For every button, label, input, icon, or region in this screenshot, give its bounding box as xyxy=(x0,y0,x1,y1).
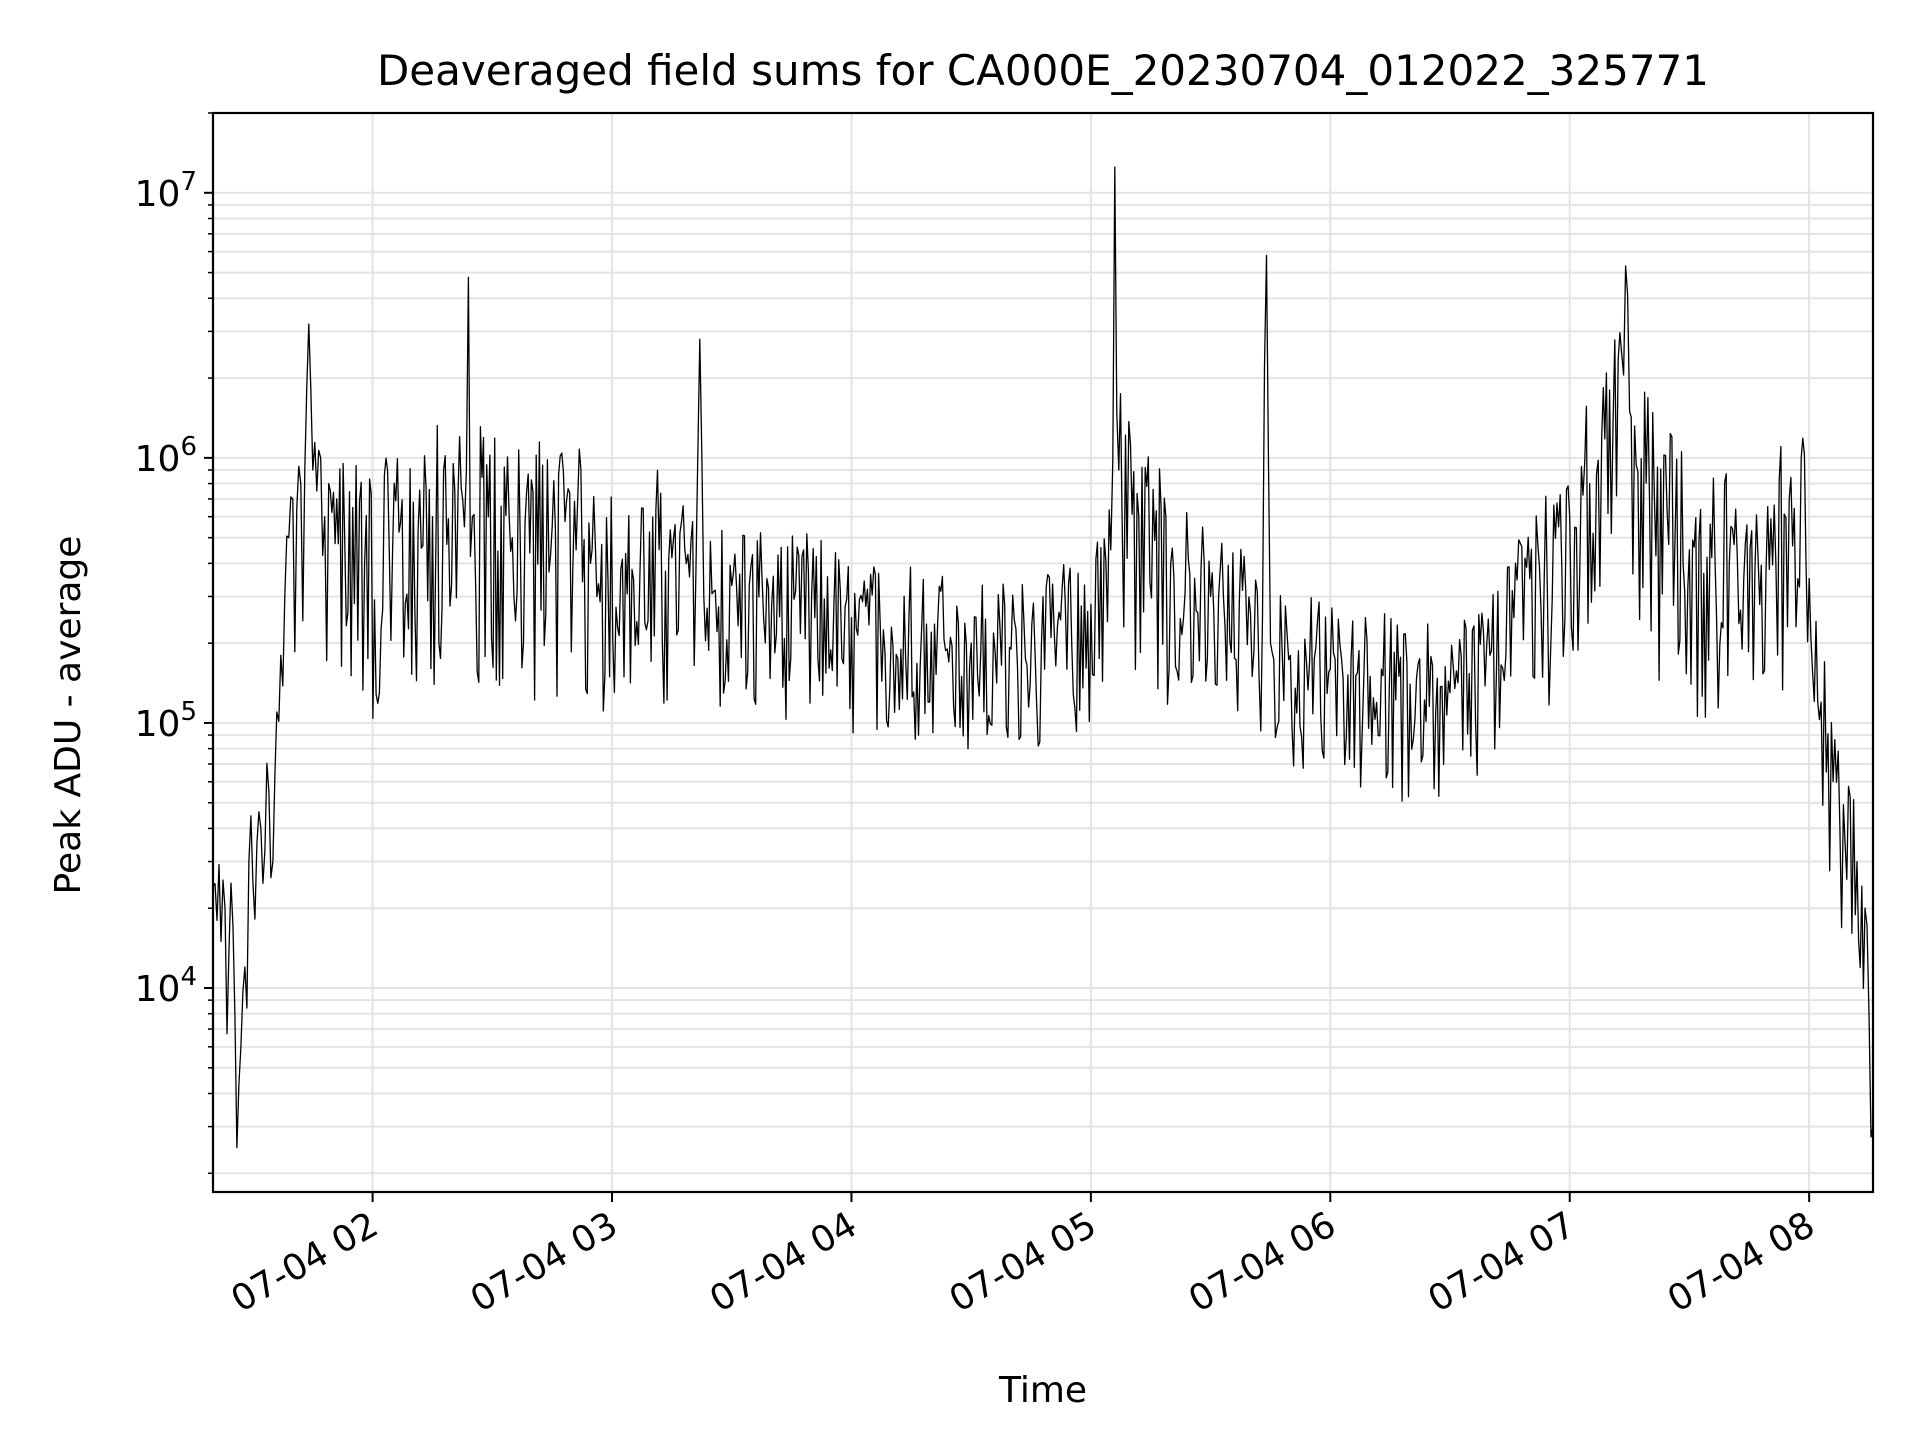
y-tick-label: 106 xyxy=(135,432,197,480)
series-line xyxy=(212,166,1874,1149)
chart-title: Deaveraged field sums for CA000E_2023070… xyxy=(377,46,1709,95)
x-tick-label: 07-04 03 xyxy=(464,1204,625,1320)
grid xyxy=(213,112,1873,1192)
y-axis-ticks: 104 105 106 107 xyxy=(135,112,213,1175)
x-tick-label: 07-04 07 xyxy=(1422,1204,1583,1320)
x-tick-label: 07-04 05 xyxy=(943,1204,1104,1320)
y-axis-label: Peak ADU - average xyxy=(48,536,89,895)
x-axis-label: Time xyxy=(998,1370,1087,1411)
y-tick-label: 105 xyxy=(135,697,197,745)
y-tick-label: 107 xyxy=(135,167,197,215)
x-tick-label: 07-04 06 xyxy=(1182,1204,1343,1320)
x-tick-label: 07-04 02 xyxy=(224,1204,385,1320)
x-tick-label: 07-04 04 xyxy=(703,1204,864,1320)
x-axis-ticks: 07-04 02 07-04 03 07-04 04 07-04 05 07-04 06… xyxy=(224,1192,1822,1321)
y-tick-label: 104 xyxy=(135,962,197,1010)
x-tick-label: 07-04 08 xyxy=(1661,1204,1822,1320)
plot-area-frame xyxy=(211,111,1875,1194)
